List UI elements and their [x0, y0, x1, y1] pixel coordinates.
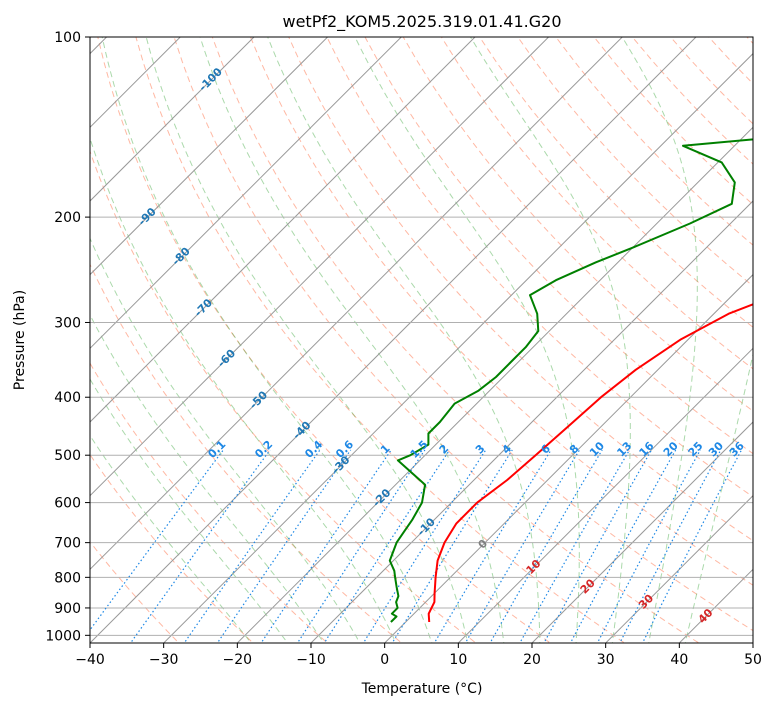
x-tick-label: −40	[75, 652, 105, 668]
y-tick-label: 1000	[45, 628, 81, 644]
x-tick-label: 30	[597, 652, 615, 668]
y-tick-label: 100	[54, 30, 81, 46]
chart-title: wetPf2_KOM5.2025.319.01.41.G20	[282, 12, 561, 32]
dry-adiabat-line	[90, 362, 329, 643]
dewpoint-line	[388, 138, 753, 623]
isotherm-line	[383, 273, 753, 643]
y-tick-label: 200	[54, 210, 81, 226]
dry-adiabat-line	[288, 37, 753, 542]
x-tick-label: −30	[149, 652, 179, 668]
x-tick-label: −10	[296, 652, 326, 668]
isotherm-line	[90, 37, 697, 643]
dry-adiabat-line	[211, 37, 753, 632]
isotherm-line	[90, 37, 182, 129]
mixing-ratio-line	[90, 449, 224, 631]
isotherm-line	[0, 10, 60, 661]
mixing-ratio-line	[323, 449, 451, 643]
mixing-ratio-line	[362, 449, 487, 643]
dry-adiabat-line	[97, 37, 552, 643]
x-tick-label: 10	[449, 652, 467, 668]
moist-adiabat-line	[621, 37, 698, 643]
mixing-ratio-line	[129, 449, 271, 643]
dry-adiabat-line	[173, 37, 700, 643]
x-tick-label: 50	[744, 652, 762, 668]
y-axis-title: Pressure (hPa)	[12, 290, 28, 390]
moist-adiabat-line	[90, 237, 361, 643]
isotherm-line	[90, 37, 550, 497]
isotherm-line	[236, 126, 753, 643]
mixing-ratio-line	[519, 449, 631, 643]
moist-adiabat-line	[354, 37, 580, 643]
mixing-ratio-line	[596, 449, 701, 643]
plot-frame	[89, 36, 754, 644]
isotherm-line	[90, 37, 624, 571]
isotherm-line	[457, 347, 753, 643]
y-tick-label: 500	[54, 448, 81, 464]
sounding-lines	[388, 138, 753, 623]
isotherm-line	[531, 421, 753, 643]
moist-adiabat-line	[90, 313, 325, 643]
dry-adiabat-line	[250, 37, 753, 586]
y-tick-label: 800	[54, 570, 81, 586]
x-tick-label: 40	[670, 652, 688, 668]
moist-adiabat-line	[470, 37, 631, 643]
isotherm-line	[162, 52, 753, 643]
y-tick-label: 400	[54, 390, 81, 406]
moist-adiabat-line	[90, 434, 252, 643]
dry-adiabat-line	[326, 37, 753, 498]
x-axis-title: Temperature (°C)	[361, 681, 483, 697]
moist-adiabat-line	[90, 378, 289, 643]
mixing-ratio-line	[296, 449, 426, 643]
moist-adiabat-line	[267, 37, 541, 643]
temperature-line	[427, 303, 753, 623]
isotherm-line	[90, 37, 329, 276]
dry-adiabat-line	[90, 453, 254, 643]
y-tick-label: 300	[54, 315, 81, 331]
y-tick-label: 600	[54, 496, 81, 512]
mixing-ratio-line	[216, 449, 352, 643]
moist-adiabat-line	[145, 37, 469, 643]
moist-adiabat-line	[90, 136, 397, 643]
y-axis: 1000 900 800 700 600 500 400 300 200 100	[45, 30, 90, 644]
isotherm-line	[90, 37, 476, 423]
x-axis: −40 −30 −20 −10 0 10 20 30 40 50	[75, 643, 762, 668]
mixing-ratio-line	[433, 449, 552, 643]
isotherm-line	[90, 37, 403, 350]
background-lines	[0, 10, 753, 661]
mixing-ratio-line	[183, 449, 321, 643]
mixing-ratio-line	[489, 449, 603, 643]
moist-adiabat-line	[101, 37, 433, 643]
dry-adiabat-line	[135, 37, 626, 643]
y-tick-label: 900	[54, 601, 81, 617]
x-tick-label: 0	[380, 652, 389, 668]
x-tick-label: −20	[223, 652, 253, 668]
moist-adiabat-line	[684, 352, 753, 643]
isotherm-line	[90, 37, 255, 202]
plot-area	[90, 37, 753, 643]
mixing-ratio-line	[391, 449, 513, 643]
x-tick-label: 20	[523, 652, 541, 668]
isotherm-line	[604, 494, 753, 643]
isotherm-line	[310, 200, 753, 643]
moist-adiabat-line	[199, 37, 505, 643]
mixing-ratio-line	[260, 449, 392, 643]
y-tick-label: 700	[54, 536, 81, 552]
mixing-ratio-line	[464, 449, 581, 643]
dry-adiabat-line	[90, 263, 403, 643]
